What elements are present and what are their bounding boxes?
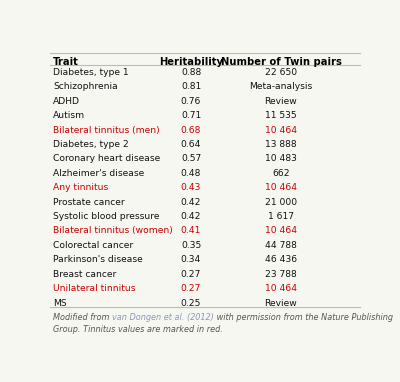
Text: 22 650: 22 650 bbox=[265, 68, 297, 77]
Text: Modified from: Modified from bbox=[53, 312, 112, 322]
Text: 0.71: 0.71 bbox=[181, 111, 201, 120]
Text: Bilateral tinnitus (men): Bilateral tinnitus (men) bbox=[53, 126, 160, 134]
Text: 0.64: 0.64 bbox=[181, 140, 201, 149]
Text: Any tinnitus: Any tinnitus bbox=[53, 183, 108, 192]
Text: Diabetes, type 2: Diabetes, type 2 bbox=[53, 140, 129, 149]
Text: Prostate cancer: Prostate cancer bbox=[53, 197, 125, 207]
Text: Colorectal cancer: Colorectal cancer bbox=[53, 241, 133, 250]
Text: 0.42: 0.42 bbox=[181, 212, 201, 221]
Text: Review: Review bbox=[264, 97, 297, 106]
Text: Coronary heart disease: Coronary heart disease bbox=[53, 154, 160, 163]
Text: 10 483: 10 483 bbox=[265, 154, 297, 163]
Text: Review: Review bbox=[264, 298, 297, 308]
Text: Schizophrenia: Schizophrenia bbox=[53, 82, 118, 91]
Text: 10 464: 10 464 bbox=[265, 227, 297, 235]
Text: Breast cancer: Breast cancer bbox=[53, 270, 116, 279]
Text: Trait: Trait bbox=[53, 57, 79, 67]
Text: 0.27: 0.27 bbox=[181, 284, 201, 293]
Text: 662: 662 bbox=[272, 169, 290, 178]
Text: 21 000: 21 000 bbox=[265, 197, 297, 207]
Text: 0.34: 0.34 bbox=[181, 255, 201, 264]
Text: Parkinson's disease: Parkinson's disease bbox=[53, 255, 143, 264]
Text: 0.41: 0.41 bbox=[181, 227, 201, 235]
Text: 1 617: 1 617 bbox=[268, 212, 294, 221]
Text: 0.42: 0.42 bbox=[181, 197, 201, 207]
Text: Meta-analysis: Meta-analysis bbox=[249, 82, 312, 91]
Text: 10 464: 10 464 bbox=[265, 284, 297, 293]
Text: 0.48: 0.48 bbox=[181, 169, 201, 178]
Text: 44 788: 44 788 bbox=[265, 241, 297, 250]
Text: 11 535: 11 535 bbox=[265, 111, 297, 120]
Text: 23 788: 23 788 bbox=[265, 270, 297, 279]
Text: with permission from the Nature Publishing: with permission from the Nature Publishi… bbox=[214, 312, 393, 322]
Text: Autism: Autism bbox=[53, 111, 85, 120]
Text: 0.27: 0.27 bbox=[181, 270, 201, 279]
Text: 0.25: 0.25 bbox=[181, 298, 201, 308]
Text: 10 464: 10 464 bbox=[265, 183, 297, 192]
Text: 0.88: 0.88 bbox=[181, 68, 201, 77]
Text: Systolic blood pressure: Systolic blood pressure bbox=[53, 212, 160, 221]
Text: Diabetes, type 1: Diabetes, type 1 bbox=[53, 68, 129, 77]
Text: 0.81: 0.81 bbox=[181, 82, 201, 91]
Text: Bilateral tinnitus (women): Bilateral tinnitus (women) bbox=[53, 227, 173, 235]
Text: 0.68: 0.68 bbox=[181, 126, 201, 134]
Text: 46 436: 46 436 bbox=[265, 255, 297, 264]
Text: 10 464: 10 464 bbox=[265, 126, 297, 134]
Text: Unilateral tinnitus: Unilateral tinnitus bbox=[53, 284, 136, 293]
Text: 0.43: 0.43 bbox=[181, 183, 201, 192]
Text: MS: MS bbox=[53, 298, 67, 308]
Text: Heritability: Heritability bbox=[159, 57, 223, 67]
Text: 0.76: 0.76 bbox=[181, 97, 201, 106]
Text: 13 888: 13 888 bbox=[265, 140, 297, 149]
Text: ADHD: ADHD bbox=[53, 97, 80, 106]
Text: 0.35: 0.35 bbox=[181, 241, 201, 250]
Text: Group. Tinnitus values are marked in red.: Group. Tinnitus values are marked in red… bbox=[53, 325, 223, 334]
Text: 0.57: 0.57 bbox=[181, 154, 201, 163]
Text: van Dongen et al. (2012): van Dongen et al. (2012) bbox=[112, 312, 214, 322]
Text: Number of Twin pairs: Number of Twin pairs bbox=[220, 57, 341, 67]
Text: Alzheimer's disease: Alzheimer's disease bbox=[53, 169, 144, 178]
